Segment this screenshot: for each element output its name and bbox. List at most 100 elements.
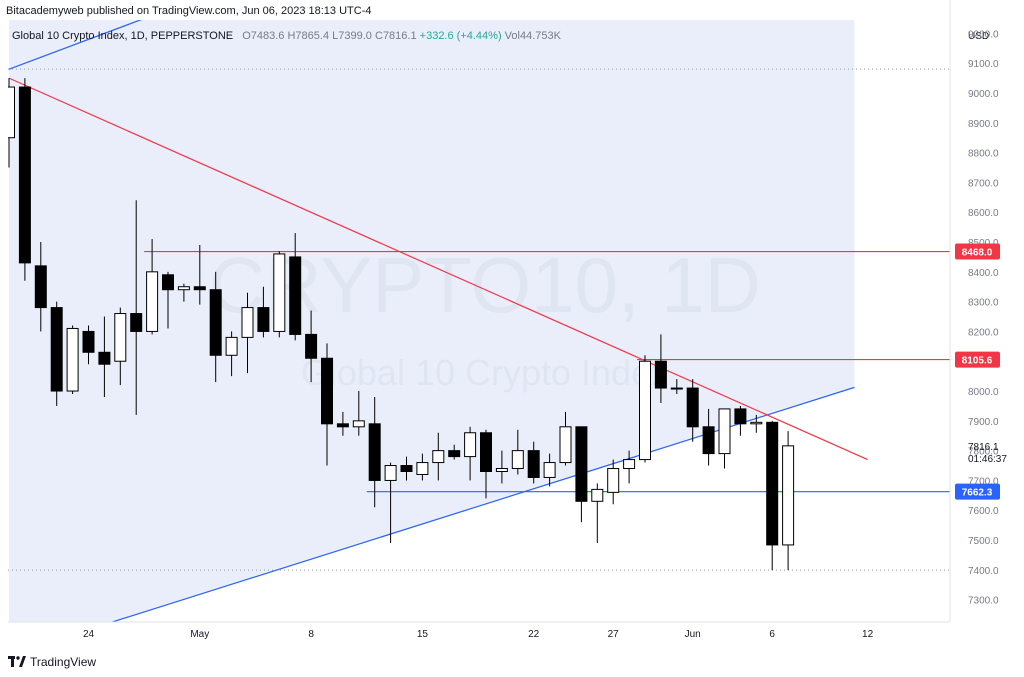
- tradingview-logo-icon: [8, 655, 26, 670]
- volume-value: 44.753K: [519, 30, 561, 42]
- y-tick-label: 7500.0: [968, 536, 999, 547]
- y-tick-label: 9100.0: [968, 59, 999, 70]
- candle-up: [591, 488, 604, 502]
- close-value: 7816.1: [382, 30, 417, 42]
- resistance-price-tag: 8105.6: [962, 356, 993, 367]
- descending-trendline[interactable]: [8, 77, 868, 461]
- candle-down: [130, 313, 143, 332]
- candle-up: [495, 468, 508, 473]
- candle-down: [289, 256, 302, 335]
- candle-up: [114, 313, 127, 362]
- last-price-label: 7816.1: [968, 442, 999, 453]
- candle-up: [670, 387, 683, 390]
- candle-down: [686, 387, 699, 428]
- y-tick-label: 8600.0: [968, 208, 999, 219]
- low-value: 7399.0: [338, 30, 372, 42]
- y-tick-label: 7700.0: [968, 476, 999, 487]
- candle-up: [8, 86, 15, 139]
- candle-down: [257, 307, 270, 332]
- y-tick-label: 8700.0: [968, 178, 999, 189]
- y-tick-label: 8800.0: [968, 149, 999, 160]
- support-price-tag-bg: [955, 483, 1000, 500]
- candle-down: [766, 421, 779, 546]
- x-tick-label: May: [190, 629, 209, 640]
- candle-up: [639, 360, 651, 461]
- y-tick-label: 8400.0: [968, 268, 999, 279]
- x-tick-label: 27: [608, 629, 620, 640]
- footer-branding[interactable]: TradingView: [8, 653, 96, 671]
- shaded-channel-region: [9, 20, 855, 622]
- candle-up: [511, 450, 524, 470]
- candle-down: [734, 408, 747, 425]
- candle-up: [416, 462, 429, 475]
- candle-up: [241, 307, 254, 338]
- candle-up: [177, 286, 190, 291]
- resistance-price-tag-bg: [955, 351, 1000, 368]
- y-tick-label: 7800.0: [968, 447, 999, 458]
- candle-down: [336, 423, 349, 428]
- candle-up: [352, 420, 365, 428]
- tradingview-brand: TradingView: [30, 655, 97, 669]
- y-tick-label: 7300.0: [968, 596, 999, 607]
- x-tick-label: 8: [308, 629, 314, 640]
- x-tick-label: 6: [769, 629, 775, 640]
- y-tick-label: 7600.0: [968, 506, 999, 517]
- close-label: C: [374, 30, 383, 42]
- high-label: H: [287, 30, 296, 42]
- y-tick-label: 8200.0: [968, 327, 999, 338]
- publisher-header: Bitacademyweb published on TradingView.c…: [6, 5, 372, 17]
- candle-down: [98, 351, 111, 365]
- candle-up: [66, 327, 79, 392]
- resistance-price-tag: 8468.0: [962, 248, 993, 259]
- candle-down: [34, 265, 47, 309]
- candle-up: [559, 426, 572, 464]
- candle-down: [480, 432, 492, 472]
- low-label: L: [332, 30, 339, 42]
- x-tick-label: 12: [862, 629, 874, 640]
- candle-down: [82, 330, 95, 353]
- y-tick-label: 8000.0: [968, 387, 999, 398]
- open-value: 7483.6: [250, 30, 285, 42]
- candle-up: [432, 450, 445, 464]
- candle-down: [527, 450, 540, 478]
- resistance-price-tag-bg: [955, 243, 1000, 260]
- candle-down: [575, 426, 588, 502]
- candle-down: [368, 423, 381, 481]
- y-tick-label: 8300.0: [968, 298, 999, 309]
- candle-down: [400, 465, 413, 473]
- y-tick-label: 9000.0: [968, 89, 999, 100]
- candle-down: [162, 274, 174, 291]
- y-tick-label: 8900.0: [968, 119, 999, 130]
- candle-up: [384, 465, 397, 481]
- dotted-lines: [8, 68, 950, 571]
- y-tick-label: 7900.0: [968, 417, 999, 428]
- candle-down: [654, 360, 667, 389]
- y-tick-label: 9200.0: [968, 29, 999, 40]
- time-axis[interactable]: 24 May 8 15 22 27 Jun 6 12: [8, 0, 951, 640]
- candle-down: [18, 86, 31, 264]
- watermark-description: Global 10 Crypto Index: [301, 352, 669, 393]
- y-tick-label: 8500.0: [968, 238, 999, 249]
- candle-down: [321, 357, 333, 425]
- candle-up: [146, 271, 159, 332]
- price-labels: 7816.101:46:37 8468.0 8105.6 7662.3: [955, 243, 1007, 500]
- symbol-legend: Global 10 Crypto Index, 1D, PEPPERSTONE …: [12, 30, 561, 42]
- candles: [8, 78, 795, 571]
- candle-down: [448, 450, 461, 458]
- upper-trendline[interactable]: [8, 10, 168, 70]
- currency-label[interactable]: USD: [968, 31, 989, 42]
- y-tick-label: 7400.0: [968, 566, 999, 577]
- candle-down: [209, 289, 222, 356]
- candle-up: [543, 462, 556, 478]
- symbol-title[interactable]: Global 10 Crypto Index, 1D, PEPPERSTONE: [12, 30, 234, 42]
- lower-trendline[interactable]: [112, 386, 855, 622]
- x-tick-label: Jun: [685, 629, 701, 640]
- channel-shade: [9, 20, 855, 622]
- candle-down: [305, 333, 318, 359]
- candle-down: [702, 426, 715, 455]
- candle-up: [782, 445, 795, 546]
- trendlines[interactable]: [8, 10, 950, 622]
- candle-up: [607, 468, 620, 493]
